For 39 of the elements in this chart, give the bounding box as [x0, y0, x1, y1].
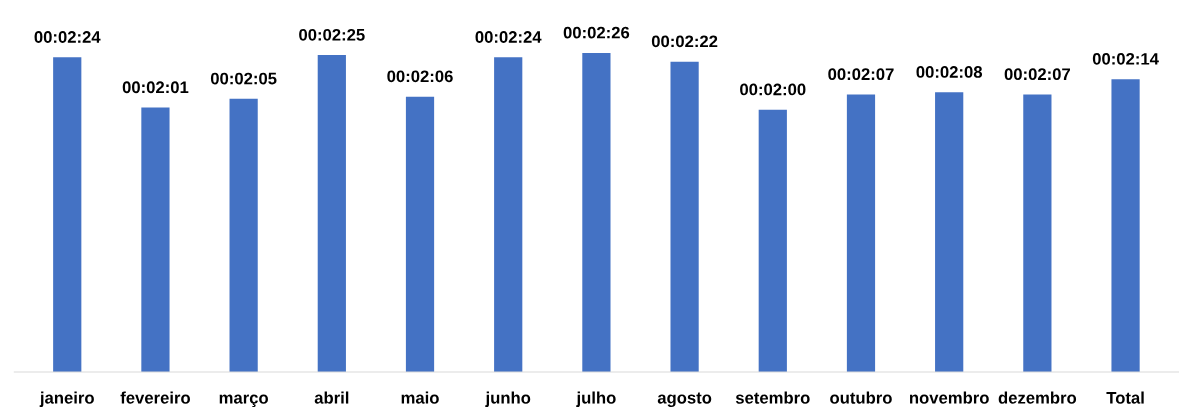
data-label: 00:02:01	[122, 81, 189, 94]
bar	[1111, 79, 1140, 373]
data-label: 00:02:22	[651, 35, 718, 48]
bar	[317, 55, 346, 373]
data-label: 00:02:24	[34, 31, 101, 43]
bar	[229, 98, 258, 373]
x-tick-label: novembro	[909, 391, 989, 404]
data-label: 00:02:05	[210, 72, 277, 85]
x-tick-label: janeiro	[39, 391, 94, 408]
bar	[494, 57, 523, 373]
bar	[670, 61, 699, 373]
x-tick-label: julho	[576, 391, 616, 408]
data-label: 00:02:07	[1004, 68, 1070, 81]
x-tick-label: agosto	[657, 392, 712, 408]
bar	[53, 57, 82, 373]
x-tick-label: Total	[1106, 391, 1144, 404]
bar	[1023, 94, 1052, 373]
data-label: 00:02:07	[828, 68, 894, 81]
data-label: 00:02:14	[1092, 52, 1159, 65]
x-tick-label: março	[219, 394, 268, 408]
x-tick-label: outubro	[830, 391, 892, 404]
x-tick-label: maio	[401, 391, 439, 404]
bar	[758, 109, 787, 373]
bar	[935, 92, 964, 373]
data-label: 00:02:08	[916, 66, 983, 78]
bar	[405, 96, 435, 373]
x-tick-label: setembro	[735, 391, 810, 404]
x-tick-label: junho	[485, 391, 531, 408]
x-tick-label: abril	[314, 391, 349, 404]
data-label: 00:02:24	[475, 31, 542, 43]
bar	[582, 52, 611, 373]
bar	[141, 107, 170, 373]
data-label: 00:02:25	[299, 28, 365, 41]
data-label: 00:02:26	[563, 26, 630, 39]
x-tick-label: dezembro	[998, 391, 1077, 404]
bar	[846, 94, 876, 373]
data-label: 00:02:00	[740, 83, 806, 96]
x-tick-label: fevereiro	[120, 391, 190, 404]
data-label: 00:02:06	[387, 70, 453, 83]
